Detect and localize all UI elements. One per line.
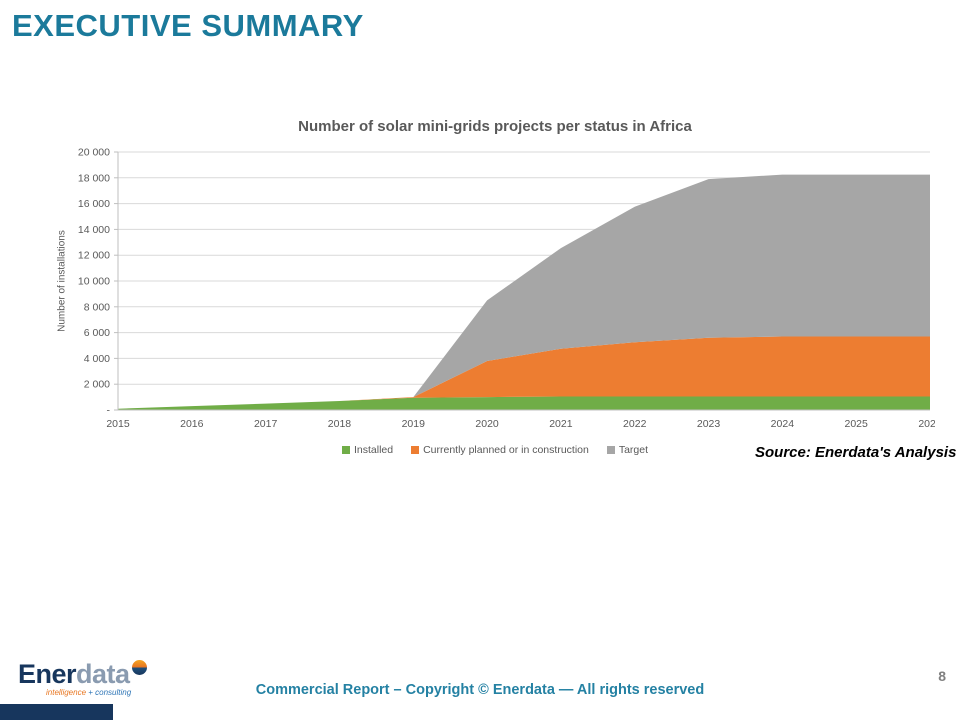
svg-text:6 000: 6 000 [84,327,110,339]
logo-tagline: intelligence + consulting [46,689,147,697]
logo-text-ener: Ener [18,659,77,689]
svg-text:2020: 2020 [475,418,499,430]
legend-swatch [606,446,615,454]
globe-icon [131,660,147,675]
legend-label: Installed [353,444,394,456]
svg-text:2016: 2016 [180,418,204,430]
page-title: EXECUTIVE SUMMARY [12,8,364,43]
chart-legend: Installed Currently planned or in constru… [55,444,935,456]
svg-text:2026: 2026 [918,418,935,430]
logo-tagline-consulting: + consulting [88,688,132,697]
legend-label: Currently planned or in construction [423,444,589,456]
logo-text: Enerdata [18,659,130,689]
svg-text:-: - [107,405,111,417]
svg-text:2023: 2023 [697,418,721,430]
svg-text:16 000: 16 000 [78,198,110,210]
legend-item: Target [606,444,649,456]
page-number: 8 [938,668,946,684]
svg-text:2021: 2021 [549,418,573,430]
enerdata-logo: Enerdata intelligence + consulting [18,660,147,697]
svg-text:14 000: 14 000 [78,224,110,236]
svg-text:2019: 2019 [402,418,426,430]
logo-tagline-intelligence: intelligence [46,688,87,697]
svg-text:10 000: 10 000 [78,276,110,288]
svg-text:2017: 2017 [254,418,278,430]
stacked-area-chart: - 2 000 4 000 6 000 8 000 10 000 12 000 14 000 1… [78,147,935,431]
svg-text:4 000: 4 000 [84,353,110,365]
svg-text:2022: 2022 [623,418,647,430]
legend-label: Target [618,444,649,456]
footer-copyright: Commercial Report – Copyright © Enerdata… [255,682,705,698]
legend-swatch [341,446,350,454]
logo-bottom-bar [0,704,113,720]
svg-text:2 000: 2 000 [84,379,110,391]
svg-text:2018: 2018 [328,418,352,430]
svg-text:2015: 2015 [106,418,130,430]
legend-item: Currently planned or in construction [411,444,589,456]
logo-text-data: data [76,659,130,689]
svg-text:20 000: 20 000 [78,147,110,159]
svg-text:12 000: 12 000 [78,250,110,262]
legend-swatch [411,446,420,454]
source-note: Source: Enerdata's Analysis [755,444,957,461]
chart-title: Number of solar mini-grids projects per … [298,118,692,135]
svg-text:18 000: 18 000 [78,172,110,184]
svg-text:2025: 2025 [845,418,869,430]
svg-text:2024: 2024 [771,418,795,430]
svg-text:8 000: 8 000 [84,301,110,313]
legend-item: Installed [341,444,394,456]
logo-wordmark: Enerdata [18,660,147,688]
